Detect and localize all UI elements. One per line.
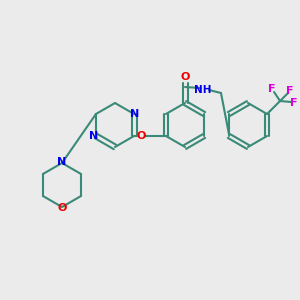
Text: O: O (180, 72, 190, 82)
Text: F: F (268, 84, 276, 94)
Text: NH: NH (194, 85, 212, 95)
Text: N: N (57, 157, 67, 167)
Text: N: N (130, 109, 140, 119)
Text: F: F (286, 86, 294, 96)
Text: O: O (136, 131, 146, 141)
Text: F: F (290, 98, 298, 108)
Text: N: N (89, 131, 99, 141)
Text: O: O (57, 203, 67, 213)
